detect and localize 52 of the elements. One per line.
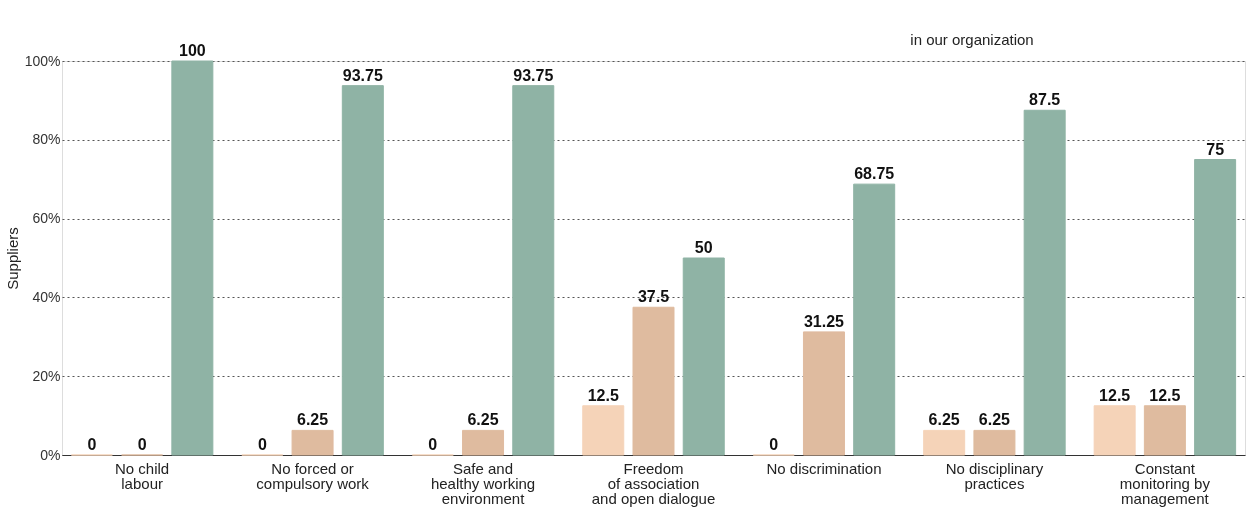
data-label: 93.75 [513,66,554,84]
y-axis-title: Suppliers [3,227,21,290]
bar [682,257,725,456]
data-label: 12.5 [1099,386,1131,404]
data-label: 100 [179,42,206,59]
text: in our organization [910,31,1034,48]
y-tick-label: 0% [40,446,61,463]
data-label: 6.25 [297,411,329,429]
y-tick-label: 60% [32,210,61,227]
bar [1023,109,1066,456]
x-tick-label: Safe and healthy working environment [430,459,536,507]
y-tick-label: 20% [32,367,61,384]
data-label: 68.75 [854,165,895,183]
bar [923,429,966,456]
data-label: 6.25 [467,411,499,429]
bar [853,183,896,456]
x-tick-label: No discrimination [766,459,882,477]
bar [462,429,505,456]
bar [973,429,1016,456]
bar [632,306,675,456]
y-tick-label: 100% [24,52,61,69]
data-label: 0 [769,436,779,453]
x-tick-label: Freedom of association and open dialogue [591,459,716,507]
data-label: 12.5 [1149,386,1181,404]
data-label: 6.25 [928,411,960,429]
bar [582,405,625,456]
x-tick-label: No disciplinary practices [945,459,1044,492]
data-label: 31.25 [803,312,845,330]
bar [512,85,555,456]
data-label: 37.5 [637,288,670,306]
data-label: 0 [87,436,97,453]
x-tick-label: Constant monitoring by management [1119,459,1211,507]
bar [1093,405,1136,456]
data-label: 12.5 [587,386,619,404]
bar [291,429,334,456]
data-label: 0 [428,436,438,453]
x-tick-label: No forced or compulsory work [256,459,370,492]
y-tick-label: 40% [32,288,61,305]
bar [1194,159,1237,456]
bar [802,331,845,456]
bar [171,60,214,456]
y-tick-label: 80% [32,131,61,148]
bar [341,85,384,456]
x-tick-label: No child labour [115,459,170,492]
data-label: 6.25 [978,411,1011,429]
data-label: 87.5 [1029,91,1061,109]
bar [1143,405,1186,456]
data-label: 75 [1206,140,1225,158]
data-label: 93.75 [342,66,383,84]
data-label: 50 [694,239,713,256]
data-label: 0 [257,436,267,453]
data-label: 0 [137,436,147,453]
